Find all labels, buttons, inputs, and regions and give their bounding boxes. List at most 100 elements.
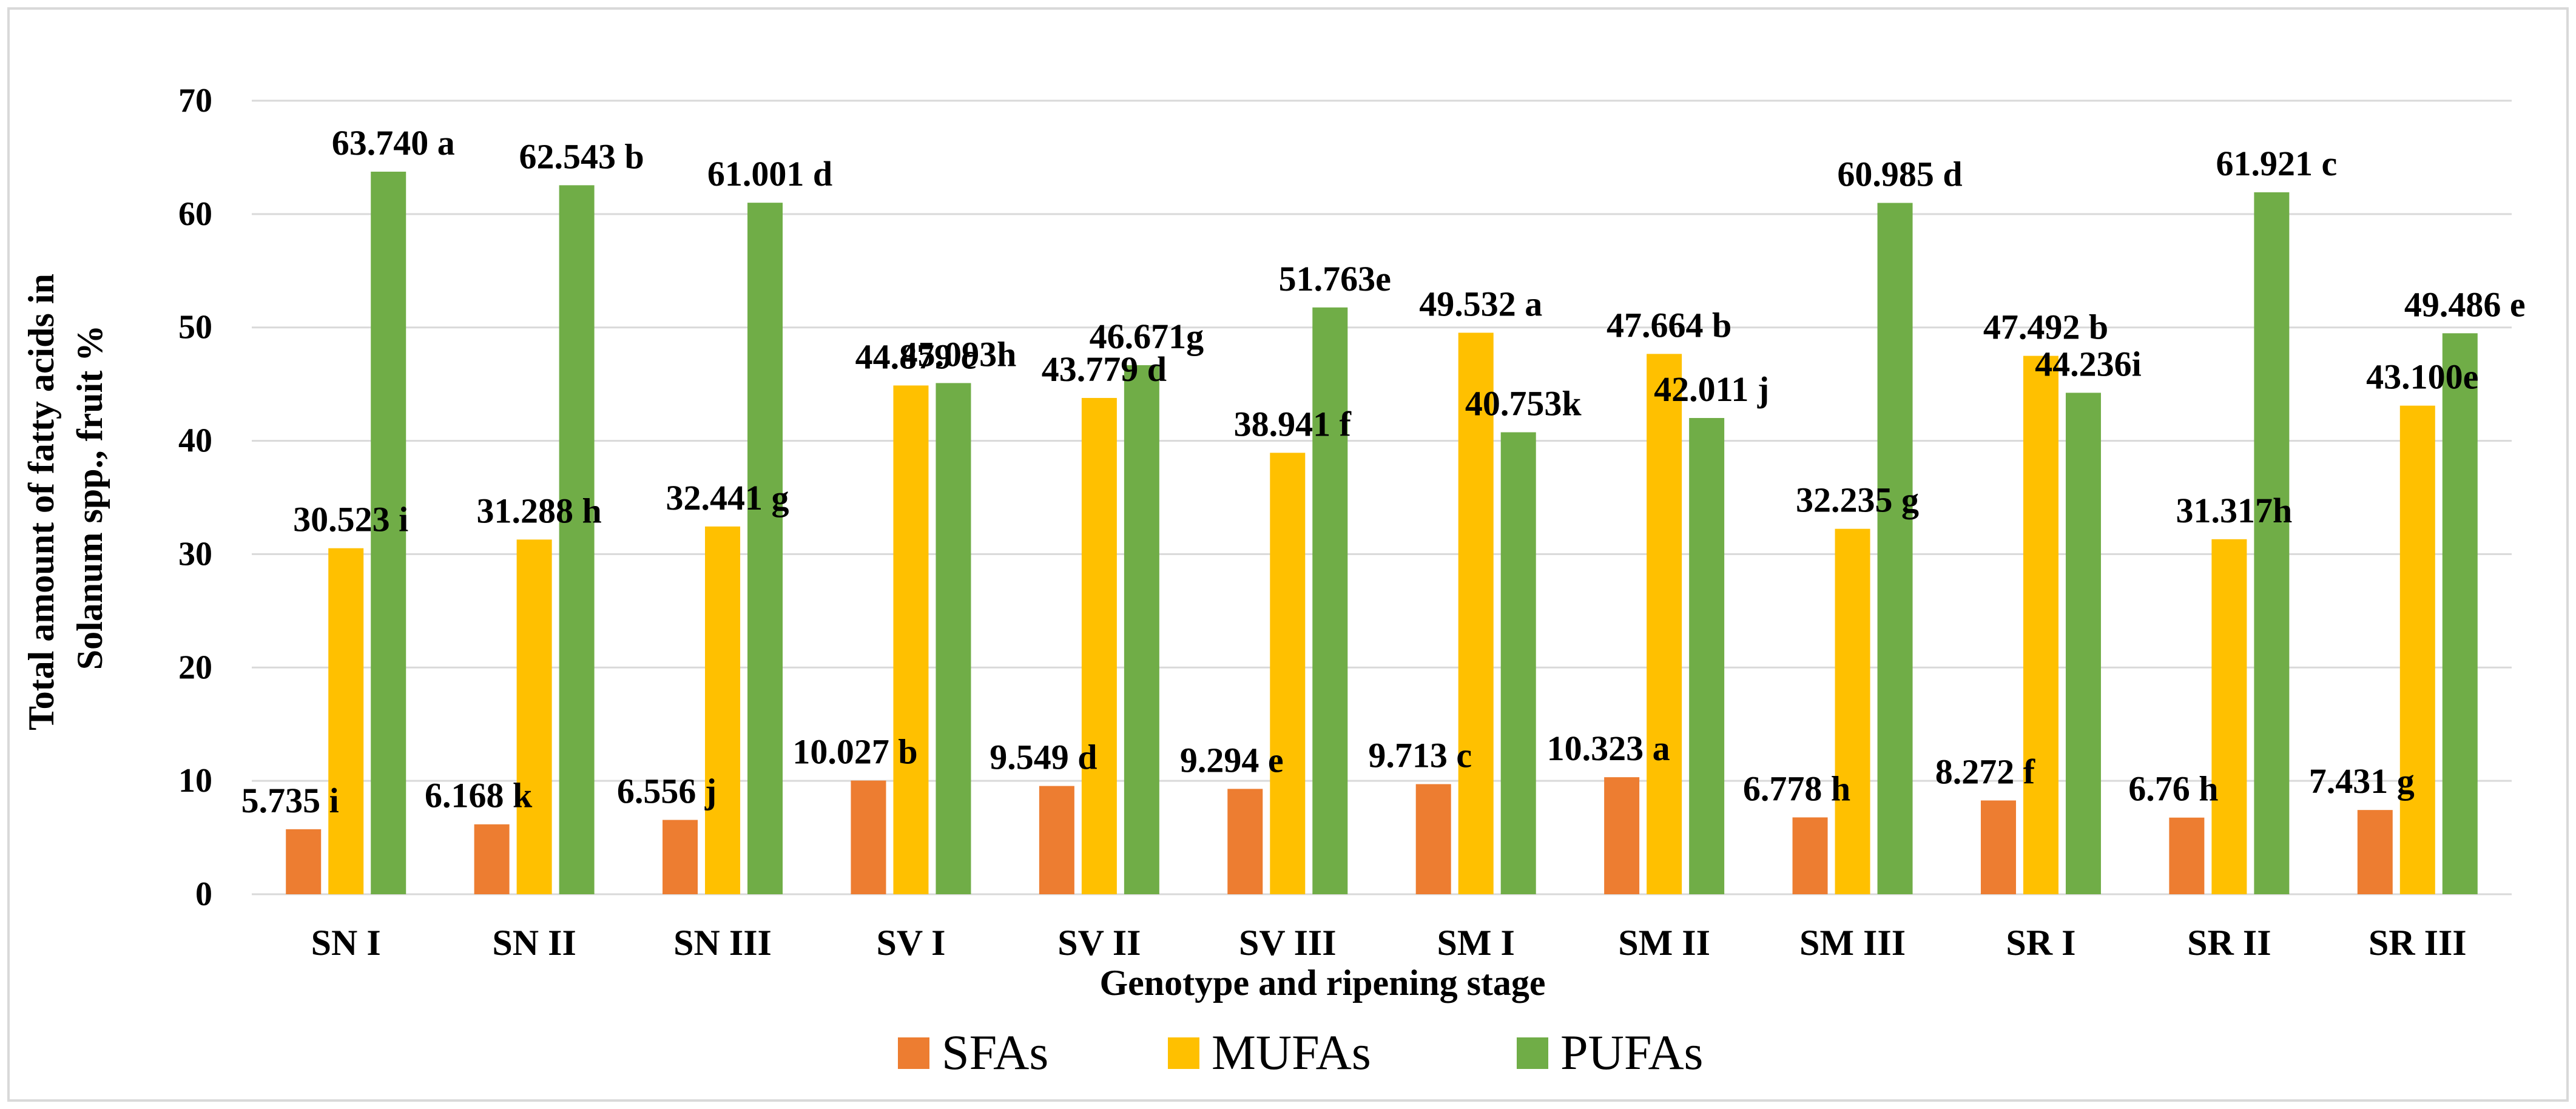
x-tick-label: SV III <box>1239 923 1337 963</box>
bar-sfas <box>2169 817 2205 894</box>
gridlines <box>252 99 2512 895</box>
data-label-pufas: 61.921 c <box>2216 144 2338 183</box>
y-tick-label: 70 <box>178 82 212 120</box>
data-label-sfas: 9.549 d <box>990 738 1097 777</box>
bar-pufas <box>1500 432 1536 894</box>
bar-pufas <box>936 383 971 894</box>
data-label-pufas: 42.011 j <box>1654 369 1769 409</box>
bar-sfas <box>474 824 510 894</box>
x-tick-label: SN II <box>492 923 576 963</box>
bar-mufas <box>2023 356 2058 894</box>
axes: 0 10 20 30 40 50 60 70 SN I SN II SN III SV I SV II S… <box>178 82 2467 963</box>
data-label-sfas: 6.168 k <box>425 776 533 815</box>
data-label-pufas: 46.671g <box>1090 317 1204 356</box>
legend-swatch-mufas <box>1168 1037 1199 1069</box>
data-label-mufas: 47.492 b <box>1983 308 2108 347</box>
bar-pufas <box>747 203 783 895</box>
bar-mufas <box>705 526 741 894</box>
x-axis-title: Genotype and ripening stage <box>1099 963 1545 1003</box>
data-label-pufas: 44.236i <box>2035 344 2142 383</box>
bar-mufas <box>1270 453 1306 894</box>
bar-pufas <box>1877 203 1913 895</box>
y-tick-label: 60 <box>178 195 212 233</box>
bar-pufas <box>1689 417 1725 894</box>
y-tick-label: 50 <box>178 309 212 346</box>
y-axis-title-line-1: Total amount of fatty acids in <box>21 274 61 730</box>
y-tick-label: 20 <box>178 649 212 686</box>
legend-label-sfas: SFAs <box>942 1025 1048 1080</box>
bar-sfas <box>1604 777 1640 894</box>
bar-sfas <box>1415 784 1451 894</box>
x-tick-label: SV I <box>876 923 945 963</box>
x-tick-label: SM II <box>1618 923 1710 963</box>
data-label-sfas: 6.778 h <box>1743 769 1850 808</box>
data-label-sfas: 10.323 a <box>1547 729 1670 768</box>
bar-sfas <box>286 829 322 894</box>
data-label-mufas: 43.100e <box>2366 357 2478 397</box>
data-label-sfas: 8.272 f <box>1935 752 2035 791</box>
data-label-mufas: 32.441 g <box>666 478 789 517</box>
data-label-mufas: 31.317h <box>2176 491 2292 530</box>
bar-sfas <box>1039 786 1074 894</box>
data-label-mufas: 32.235 g <box>1796 480 1919 520</box>
bar-mufas <box>1835 528 1870 894</box>
bar-pufas <box>371 171 406 895</box>
bar-mufas <box>1081 397 1117 894</box>
y-tick-label: 0 <box>195 875 212 913</box>
bar-sfas <box>2357 810 2393 894</box>
bar-sfas <box>663 820 698 894</box>
data-label-sfas: 9.294 e <box>1180 740 1284 780</box>
bar-sfas <box>1227 789 1263 894</box>
data-label-pufas: 45.093h <box>900 334 1017 374</box>
data-label-pufas: 61.001 d <box>707 154 832 194</box>
bar-pufas <box>2065 393 2101 894</box>
x-tick-label: SM III <box>1799 923 1906 963</box>
x-tick-label: SN III <box>673 923 772 963</box>
bar-mufas <box>1647 354 1682 894</box>
bar-mufas <box>2211 539 2247 894</box>
data-label-mufas: 30.523 i <box>293 500 408 539</box>
x-tick-label: SR III <box>2369 923 2467 963</box>
data-label-pufas: 63.740 a <box>332 123 455 163</box>
bar-mufas <box>1458 332 1494 894</box>
data-label-mufas: 38.941 f <box>1234 404 1352 443</box>
bar-mufas <box>893 385 929 894</box>
x-tick-label: SN I <box>311 923 381 963</box>
data-label-pufas: 49.486 e <box>2404 285 2526 324</box>
data-label-sfas: 6.556 j <box>617 771 716 811</box>
bar-pufas <box>1312 307 1348 894</box>
y-tick-label: 10 <box>178 762 212 800</box>
bar-mufas <box>516 539 552 894</box>
legend: SFAs MUFAs PUFAs <box>898 1025 1703 1080</box>
data-label-sfas: 7.431 g <box>2309 761 2415 801</box>
bar-pufas <box>2442 333 2478 894</box>
y-axis-title-line-2: Solanum spp., fruit % <box>70 325 110 670</box>
data-label-pufas: 62.543 b <box>519 137 644 176</box>
x-tick-label: SV II <box>1057 923 1141 963</box>
data-label-mufas: 47.664 b <box>1607 305 1731 345</box>
data-labels: 5.735 i 30.523 i 63.740 a 6.168 k 31.288 h 62… <box>241 123 2526 820</box>
data-label-sfas: 5.735 i <box>241 781 339 820</box>
bar-sfas <box>851 780 886 894</box>
data-label-mufas: 43.779 d <box>1042 349 1167 389</box>
bar-pufas <box>559 185 595 895</box>
x-tick-label: SR I <box>2006 923 2075 963</box>
x-tick-label: SM I <box>1437 923 1515 963</box>
data-label-sfas: 6.76 h <box>2128 769 2218 809</box>
legend-swatch-sfas <box>898 1037 929 1069</box>
data-label-pufas: 60.985 d <box>1837 154 1962 194</box>
bars <box>286 171 2478 895</box>
bar-sfas <box>1980 800 2016 894</box>
y-tick-label: 30 <box>178 535 212 573</box>
x-tick-label: SR II <box>2187 923 2271 963</box>
data-label-pufas: 51.763e <box>1279 259 1391 298</box>
bar-sfas <box>1792 817 1828 894</box>
data-label-mufas: 49.532 a <box>1419 284 1542 323</box>
legend-label-pufas: PUFAs <box>1560 1025 1703 1080</box>
data-label-sfas: 10.027 b <box>792 732 917 772</box>
data-label-mufas: 31.288 h <box>476 491 601 530</box>
legend-swatch-pufas <box>1517 1037 1548 1069</box>
data-label-pufas: 40.753k <box>1465 384 1582 423</box>
